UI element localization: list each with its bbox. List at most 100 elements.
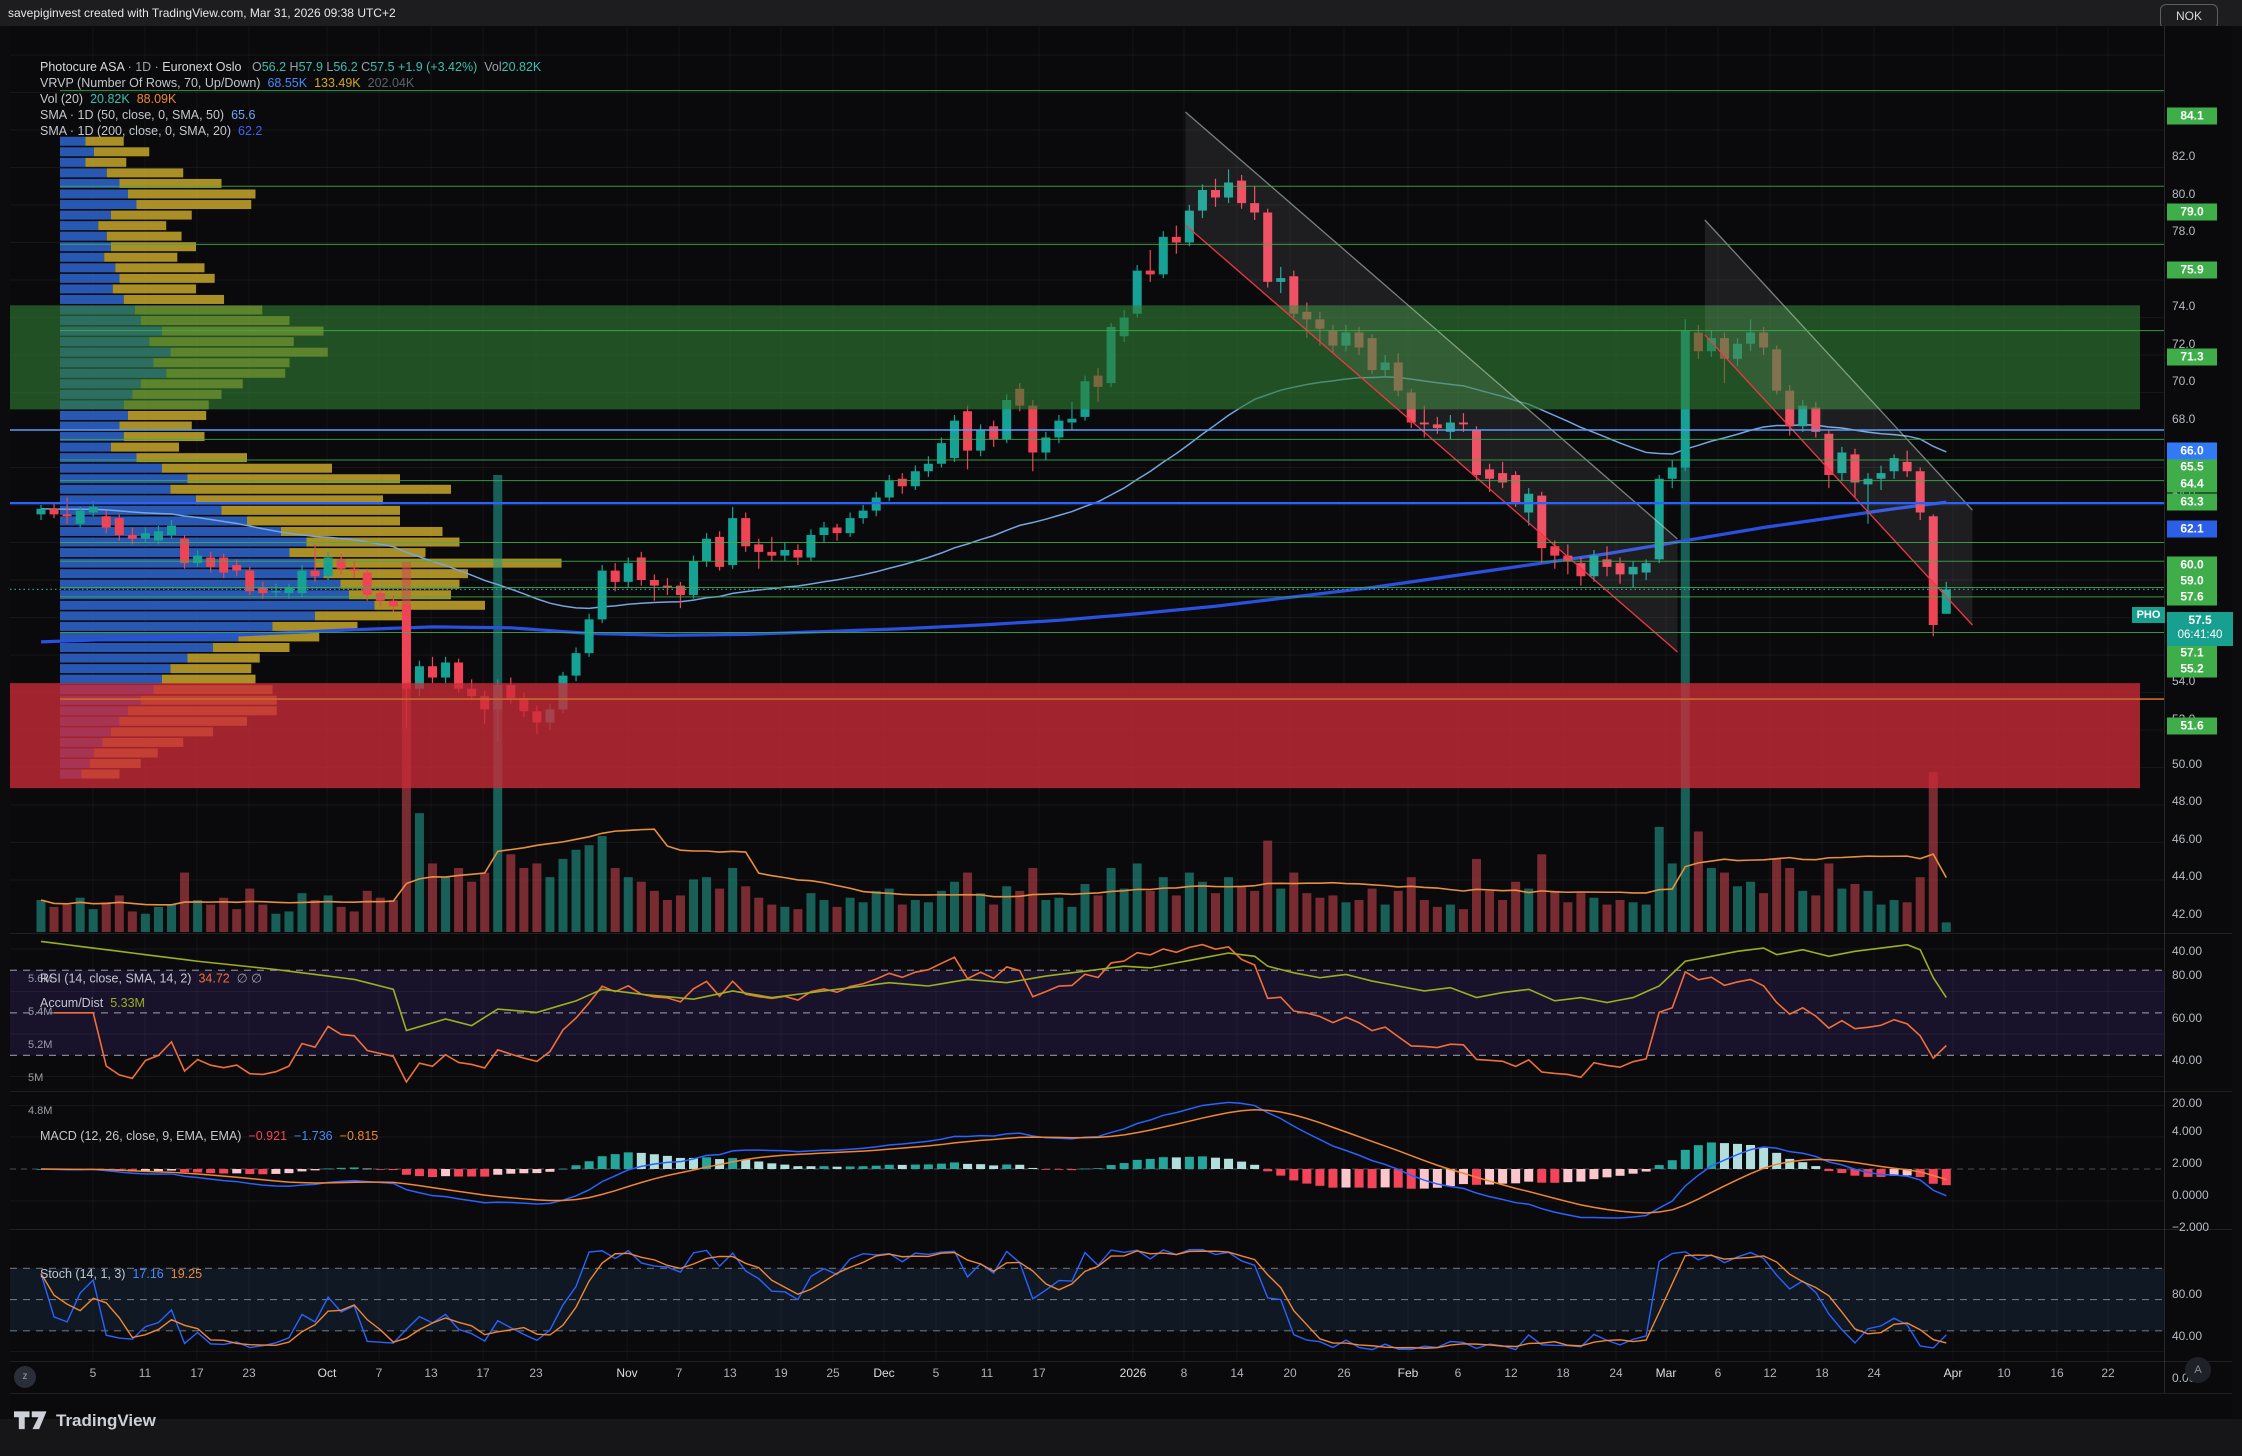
chart-container[interactable]: 82.080.078.074.072.070.068.064.054.052.0…	[10, 26, 2233, 1456]
legend-text: Photocure ASA	[40, 60, 128, 74]
macd-axis-label: −2.000	[2172, 1220, 2210, 1234]
legend-text: 5.33M	[110, 996, 145, 1010]
time-axis-label[interactable]: 5	[932, 1366, 940, 1380]
price-level-label: 64.4	[2167, 475, 2217, 493]
time-axis-label[interactable]: 12	[1504, 1366, 1518, 1380]
time-axis-label[interactable]: Dec	[873, 1366, 895, 1380]
tradingview-logo[interactable]: TradingView	[14, 1408, 156, 1434]
time-axis-label[interactable]: Feb	[1397, 1366, 1419, 1380]
time-axis-label[interactable]: Apr	[1943, 1366, 1963, 1380]
time-axis-label[interactable]: 6	[1454, 1366, 1462, 1380]
time-axis-label[interactable]: 22	[2101, 1366, 2115, 1380]
price-axis-label: 70.0	[2172, 374, 2196, 388]
legend-rsi-row[interactable]: RSI (14, close, SMA, 14, 2) 34.72 ∅ ∅	[40, 971, 262, 986]
price-axis-label: 78.0	[2172, 224, 2196, 238]
accdist-scale-label: 5.4M	[28, 1006, 53, 1018]
time-axis-label[interactable]: 10	[1997, 1366, 2011, 1380]
rsi-axis-label: 80.00	[2172, 968, 2203, 982]
price-level-label: 59.0	[2167, 572, 2217, 590]
time-axis-label[interactable]: 25	[826, 1366, 840, 1380]
macd-axis-label: 2.000	[2172, 1156, 2203, 1170]
legend-volume-row[interactable]: Vol (20) 20.82K 88.09K	[40, 92, 176, 106]
macd-pane[interactable]	[10, 1093, 2164, 1229]
legend-text: Accum/Dist	[40, 996, 104, 1010]
legend-text: 57.9	[298, 60, 323, 74]
legend-accdist-row[interactable]: Accum/Dist 5.33M	[40, 996, 145, 1010]
legend-text: ∅ ∅	[236, 971, 262, 986]
legend-text: O	[252, 60, 262, 74]
time-axis-label[interactable]: 5	[89, 1366, 97, 1380]
legend-text: −0.815	[339, 1129, 379, 1143]
time-axis-label[interactable]: 26	[1337, 1366, 1351, 1380]
accdist-scale-label: 4.8M	[28, 1105, 53, 1117]
stoch-pane[interactable]	[10, 1231, 2164, 1361]
legend-text: −0.921	[248, 1129, 288, 1143]
bar-countdown: 06:41:40	[2177, 629, 2223, 641]
price-axis-label: 48.00	[2172, 794, 2203, 808]
legend-text: +1.9 (+3.42%)	[394, 60, 478, 74]
time-axis-label[interactable]: 23	[242, 1366, 256, 1380]
time-axis-label[interactable]: 24	[1609, 1366, 1623, 1380]
legend-sma200-row[interactable]: SMA · 1D (200, close, 0, SMA, 20) 62.2	[40, 124, 262, 138]
time-axis-label[interactable]: Nov	[616, 1366, 638, 1380]
sma-value-label: 62.1	[2167, 520, 2217, 538]
legend-text: Vol (20)	[40, 92, 84, 106]
legend-vrvp-row[interactable]: VRVP (Number Of Rows, 70, Up/Down) 68.55K…	[40, 76, 414, 90]
time-axis-label[interactable]: 12	[1763, 1366, 1777, 1380]
price-axis-label: 74.0	[2172, 299, 2196, 313]
legend-text: 68.55K	[267, 76, 308, 90]
time-axis-label[interactable]: Mar	[1655, 1366, 1677, 1380]
demand-red-zone	[10, 683, 2140, 789]
time-axis-label[interactable]: 23	[529, 1366, 543, 1380]
time-axis-label[interactable]: 11	[138, 1366, 152, 1380]
axis-settings-button[interactable]: A	[2185, 1357, 2211, 1383]
stoch-axis-label: 40.00	[2172, 1329, 2203, 1343]
macd-axis-label: 4.000	[2172, 1124, 2203, 1138]
attribution-bar: savepiginvest created with TradingView.c…	[0, 0, 2242, 26]
legend-text: 57.5	[370, 60, 395, 74]
pane-border	[10, 1091, 2232, 1092]
legend-macd-row[interactable]: MACD (12, 26, close, 9, EMA, EMA) −0.921−…	[40, 1129, 378, 1143]
legend-text: H	[286, 60, 299, 74]
stoch-axis-label: 80.00	[2172, 1287, 2203, 1301]
time-axis-label[interactable]: 18	[1556, 1366, 1570, 1380]
rsi-axis-label: 60.00	[2172, 1010, 2203, 1025]
legend-text: VRVP (Number Of Rows, 70, Up/Down)	[40, 76, 261, 90]
time-axis-label[interactable]: 2026	[1119, 1366, 1147, 1380]
time-axis-label[interactable]: 17	[190, 1366, 204, 1380]
attribution-text: savepiginvest created with TradingView.c…	[8, 6, 396, 20]
legend-stoch-row[interactable]: Stoch (14, 1, 3) 17.16 19.25	[40, 1267, 202, 1281]
time-axis-label[interactable]: 17	[476, 1366, 490, 1380]
price-axis-label: 40.00	[2172, 944, 2203, 958]
sma-value-label: 66.0	[2167, 442, 2217, 460]
time-axis-label[interactable]: 17	[1032, 1366, 1046, 1380]
time-axis-label[interactable]: 7	[675, 1366, 683, 1380]
time-axis-label[interactable]: 24	[1867, 1366, 1881, 1380]
time-axis-label[interactable]: 6	[1714, 1366, 1722, 1380]
legend-sma50-row[interactable]: SMA · 1D (50, close, 0, SMA, 50) 65.6	[40, 108, 255, 122]
time-axis-label[interactable]: 8	[1180, 1366, 1188, 1380]
time-axis-label[interactable]: 13	[723, 1366, 737, 1380]
time-axis-label[interactable]: 20	[1283, 1366, 1297, 1380]
accdist-scale-label: 5M	[28, 1072, 44, 1084]
time-axis-label[interactable]: 16	[2050, 1366, 2064, 1380]
time-axis-label[interactable]: 13	[424, 1366, 438, 1380]
legend-text: 20.82K	[501, 60, 542, 74]
price-level-label: 71.3	[2167, 348, 2217, 366]
time-axis-label[interactable]: 14	[1230, 1366, 1244, 1380]
time-axis-label[interactable]: 19	[774, 1366, 788, 1380]
legend-text: 56.2	[333, 60, 358, 74]
legend-text: 202.04K	[367, 76, 415, 90]
legend-text: L	[322, 60, 334, 74]
time-axis-label[interactable]: Oct	[317, 1366, 337, 1380]
price-level-label: 79.0	[2167, 203, 2217, 221]
price-axis-label: 50.00	[2172, 756, 2203, 771]
time-axis-label[interactable]: 18	[1815, 1366, 1829, 1380]
rsi-pane[interactable]	[10, 935, 2164, 1091]
legend-symbol-row[interactable]: Photocure ASA · 1D · Euronext Oslo O56.2…	[40, 60, 541, 74]
legend-text: · 1D ·	[127, 60, 163, 74]
time-axis-label[interactable]: 7	[375, 1366, 383, 1380]
timezone-button[interactable]: z	[14, 1366, 36, 1388]
main-price-pane[interactable]	[10, 27, 2164, 933]
time-axis-label[interactable]: 11	[980, 1366, 994, 1380]
